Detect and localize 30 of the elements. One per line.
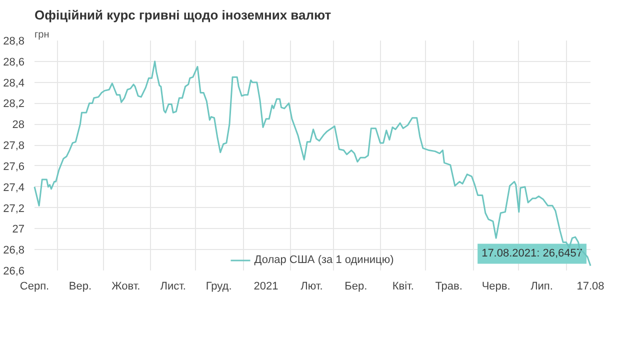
x-tick-label: 17.08 [576, 280, 604, 292]
y-tick-label: 28,8 [3, 36, 25, 48]
chart-title: Офіційний курс гривні щодо іноземних валют [34, 8, 332, 22]
x-tick-label: Жовт. [112, 280, 140, 292]
x-tick-label: Вер. [68, 280, 92, 292]
y-axis-title: грн [34, 30, 50, 40]
x-tick-label: Серп. [20, 280, 50, 292]
y-tick-label: 26,6 [3, 266, 25, 278]
y-tick-label: 28 [12, 119, 25, 132]
x-tick-label: Черв. [482, 280, 510, 292]
y-tick-label: 27,2 [3, 202, 25, 215]
x-tick-label: Лип. [530, 280, 553, 292]
x-tick-label: Трав. [435, 280, 462, 292]
x-tick-label: Груд. [206, 280, 232, 292]
y-tick-label: 28,2 [3, 98, 25, 110]
x-tick-label: 2021 [254, 280, 278, 292]
x-tick-label: Лют. [300, 280, 323, 292]
y-tick-label: 26,8 [3, 244, 25, 257]
x-tick-label: Лист. [160, 280, 186, 292]
legend-label: Долар США (за 1 одиницю) [254, 254, 394, 266]
y-tick-label: 28,4 [3, 77, 25, 90]
y-tick-label: 27,6 [3, 160, 25, 173]
annotation: 17.08.2021: 26,6457 [482, 248, 583, 260]
y-tick-label: 28,6 [3, 56, 25, 68]
x-tick-label: Бер. [344, 280, 368, 292]
line-series [34, 60, 592, 266]
y-tick-label: 27 [12, 224, 25, 236]
x-tick-label: Квіт. [392, 280, 414, 292]
y-tick-label: 27,4 [3, 182, 25, 194]
y-tick-label: 27,8 [3, 140, 25, 152]
